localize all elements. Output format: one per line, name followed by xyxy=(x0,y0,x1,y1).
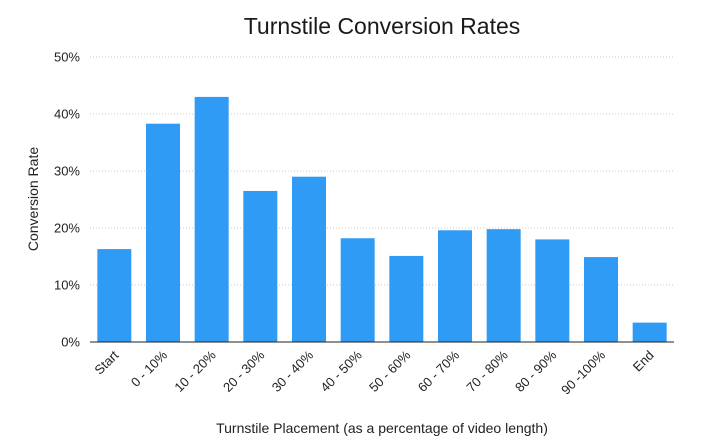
y-tick-label: 10% xyxy=(54,278,80,293)
x-tick-label: 40 - 50% xyxy=(317,347,365,395)
bar xyxy=(535,239,570,342)
x-tick-labels: Start 0 - 10% 10 - 20% 20 - 30% 30 - 40% 40 -… xyxy=(91,347,656,397)
bar xyxy=(340,238,375,342)
bar xyxy=(97,249,132,342)
x-tick-label: Start xyxy=(91,347,121,377)
x-axis-label: Turnstile Placement (as a percentage of … xyxy=(216,420,548,436)
bar xyxy=(243,190,278,342)
y-axis-label: Conversion Rate xyxy=(25,147,41,251)
grid-lines xyxy=(90,56,674,286)
bar xyxy=(146,123,180,342)
y-tick-label: 20% xyxy=(54,221,80,236)
x-tick-label: 30 - 40% xyxy=(269,347,317,395)
y-tick-labels: 0% 10% 20% 30% 40% 50% xyxy=(54,50,80,350)
bar xyxy=(389,255,424,342)
bar xyxy=(632,322,667,342)
x-tick-label: 80 - 90% xyxy=(512,347,560,395)
bar xyxy=(438,230,472,342)
x-tick-label: 20 - 30% xyxy=(220,347,268,395)
y-tick-label: 30% xyxy=(54,164,80,179)
bars xyxy=(97,96,667,343)
y-tick-label: 40% xyxy=(54,107,80,122)
chart-title: Turnstile Conversion Rates xyxy=(244,13,521,39)
bar xyxy=(584,257,618,342)
y-tick-label: 50% xyxy=(54,50,80,65)
x-tick-label: 50 - 60% xyxy=(366,347,414,395)
bar xyxy=(292,176,326,342)
x-tick-label: End xyxy=(630,348,657,375)
x-tick-label: 60 - 70% xyxy=(415,347,463,395)
x-tick-label: 70 - 80% xyxy=(463,347,511,395)
y-tick-label: 0% xyxy=(61,335,80,350)
x-tick-label: 0 - 10% xyxy=(128,347,171,390)
bar xyxy=(486,229,521,342)
bar xyxy=(194,96,229,343)
x-tick-label: 10 - 20% xyxy=(171,347,219,395)
x-tick-label: 90 -100% xyxy=(558,347,608,397)
